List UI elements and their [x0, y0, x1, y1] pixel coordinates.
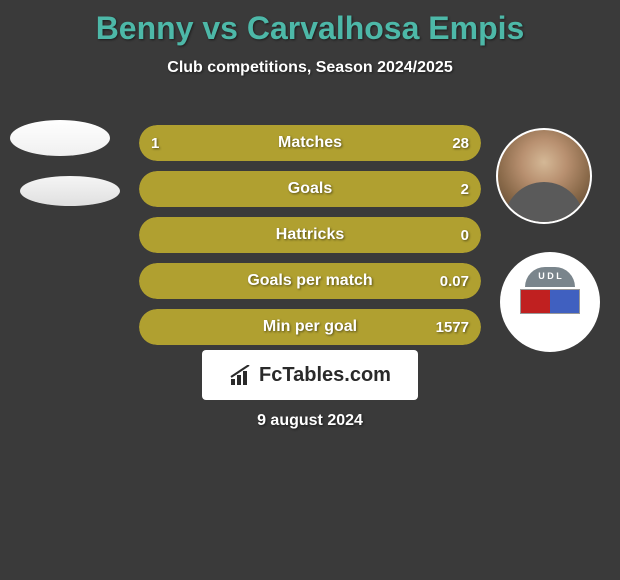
stat-label: Min per goal: [263, 318, 357, 336]
player-left-avatar-2: [20, 176, 120, 206]
stat-label: Goals: [288, 180, 332, 198]
page-title: Benny vs Carvalhosa Empis: [0, 0, 620, 47]
logo-text: FcTables.com: [259, 364, 391, 387]
stat-right-value: 0.07: [440, 273, 469, 290]
stat-label: Goals per match: [247, 272, 372, 290]
stat-right-value: 0: [461, 227, 469, 244]
stat-row-goals-per-match: Goals per match 0.07: [139, 263, 481, 299]
club-badge: U D L: [500, 252, 600, 352]
stat-label: Hattricks: [276, 226, 344, 244]
stats-container: 1 Matches 28 Goals 2 Hattricks 0 Goals p…: [139, 125, 481, 355]
badge-text: U D L: [525, 267, 575, 287]
stat-row-hattricks: Hattricks 0: [139, 217, 481, 253]
stat-left-value: 1: [151, 135, 159, 152]
player-left-avatar-1: [10, 120, 110, 156]
stat-right-value: 2: [461, 181, 469, 198]
stat-row-min-per-goal: Min per goal 1577: [139, 309, 481, 345]
chart-icon: [229, 365, 253, 385]
stat-row-matches: 1 Matches 28: [139, 125, 481, 161]
stat-right-value: 1577: [436, 319, 469, 336]
date-label: 9 august 2024: [257, 412, 363, 430]
stat-row-goals: Goals 2: [139, 171, 481, 207]
stat-right-value: 28: [452, 135, 469, 152]
site-logo[interactable]: FcTables.com: [202, 350, 418, 400]
player-right-avatar: [496, 128, 592, 224]
stat-label: Matches: [278, 134, 342, 152]
subtitle: Club competitions, Season 2024/2025: [0, 59, 620, 77]
